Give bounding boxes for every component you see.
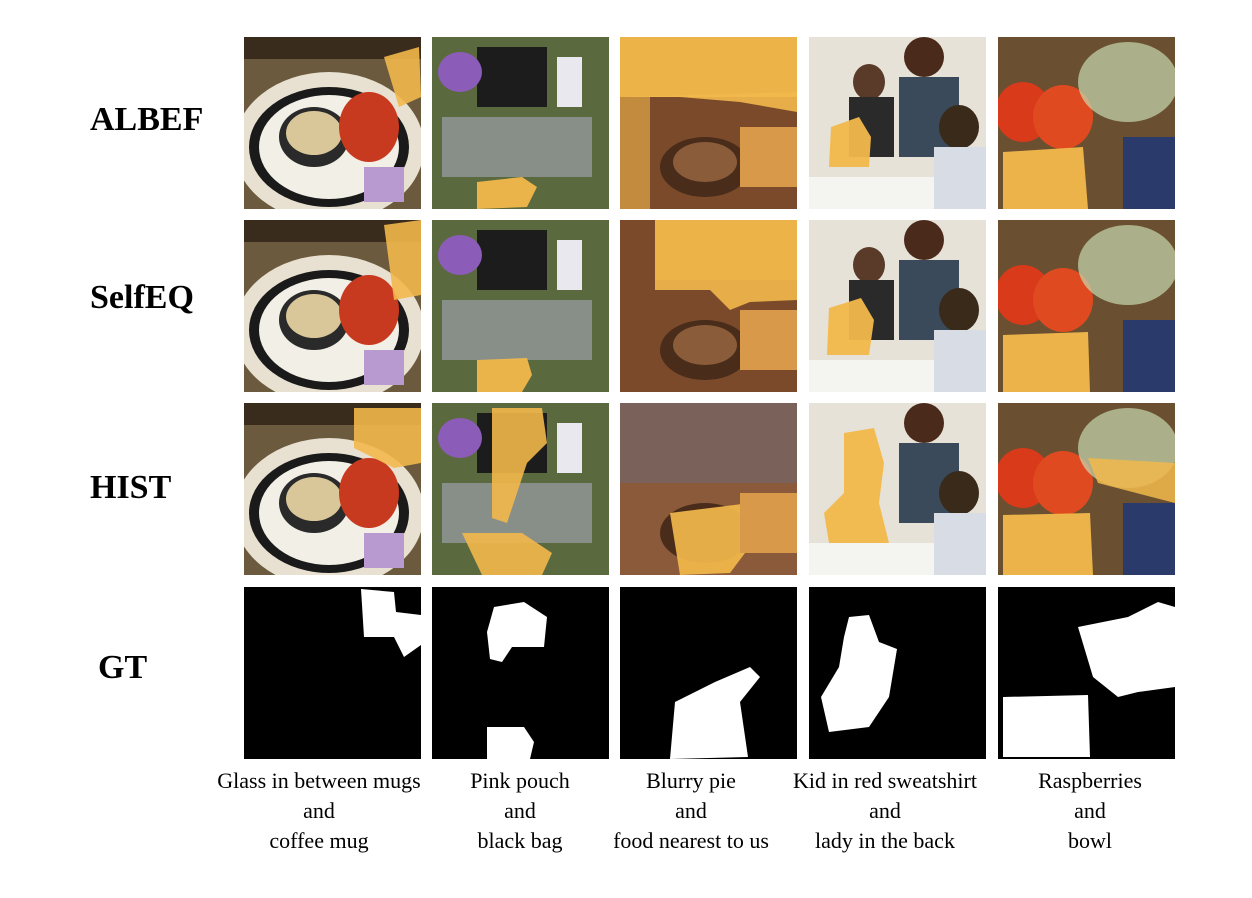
row-label-gt: GT — [98, 649, 148, 686]
caption-4-line2: and — [869, 798, 901, 823]
caption-3-line1: Blurry pie — [646, 768, 736, 793]
caption-3-line2: and — [675, 798, 707, 823]
selfeq-image-4 — [809, 220, 986, 392]
albef-image-2 — [432, 37, 609, 209]
albef-image-3 — [620, 37, 797, 209]
row-label-albef: ALBEF — [90, 101, 204, 138]
caption-3-line3: food nearest to us — [613, 828, 769, 853]
selfeq-image-3 — [620, 220, 797, 392]
gt-mask-4 — [809, 587, 986, 759]
gt-mask-5 — [998, 587, 1175, 759]
caption-1-line2: and — [303, 798, 335, 823]
selfeq-image-2 — [432, 220, 609, 392]
hist-image-1 — [244, 403, 421, 575]
hist-image-3 — [620, 403, 797, 575]
caption-2-line1: Pink pouch — [470, 768, 570, 793]
caption-3: Blurry pie and food nearest to us — [598, 766, 784, 856]
albef-image-5 — [998, 37, 1175, 209]
caption-5-line3: bowl — [1068, 828, 1112, 853]
caption-4-line1: Kid in red sweatshirt — [793, 768, 977, 793]
selfeq-image-1 — [244, 220, 421, 392]
hist-image-5 — [998, 403, 1175, 575]
caption-4-line3: lady in the back — [815, 828, 955, 853]
caption-2-line2: and — [504, 798, 536, 823]
caption-2: Pink pouch and black bag — [430, 766, 610, 856]
row-label-hist: HIST — [90, 469, 172, 506]
caption-1-line1: Glass in between mugs — [217, 768, 421, 793]
row-label-selfeq: SelfEQ — [90, 279, 194, 316]
caption-5-line1: Raspberries — [1038, 768, 1142, 793]
albef-image-4 — [809, 37, 986, 209]
caption-5: Raspberries and bowl — [1000, 766, 1180, 856]
caption-5-line2: and — [1074, 798, 1106, 823]
caption-2-line3: black bag — [477, 828, 563, 853]
gt-mask-3 — [620, 587, 797, 759]
gt-mask-2 — [432, 587, 609, 759]
caption-1: Glass in between mugs and coffee mug — [196, 766, 442, 856]
hist-image-4 — [809, 403, 986, 575]
gt-mask-1 — [244, 587, 421, 759]
selfeq-image-5 — [998, 220, 1175, 392]
hist-image-2 — [432, 403, 609, 575]
caption-1-line3: coffee mug — [269, 828, 369, 853]
albef-image-1 — [244, 37, 421, 209]
caption-4: Kid in red sweatshirt and lady in the ba… — [776, 766, 994, 856]
